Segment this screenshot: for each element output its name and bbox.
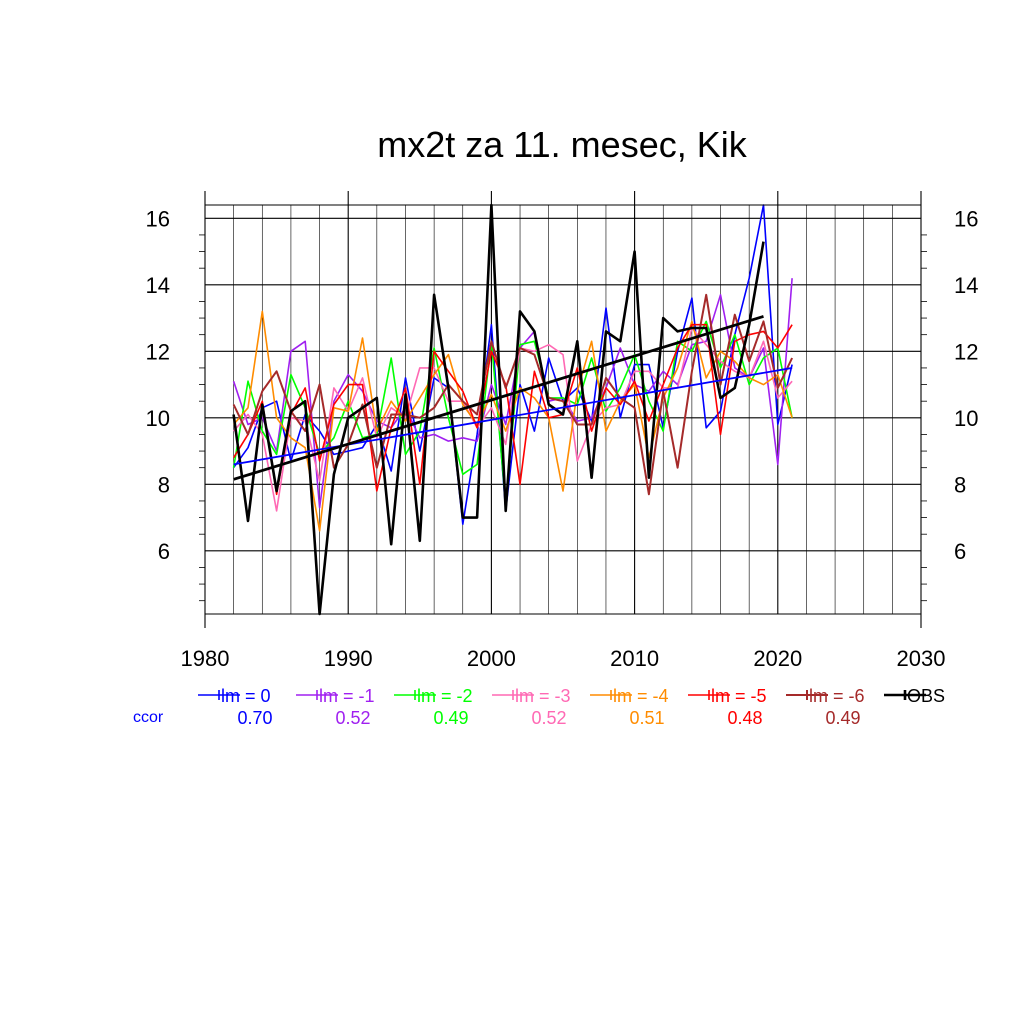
y-tick-label-left: 8 [158,472,170,497]
trend-line-obs [233,315,764,481]
ccor-value-lm-4: 0.51 [629,708,664,728]
x-tick-label: 2020 [753,646,802,671]
chart-title: mx2t za 11. mesec, Kik [377,124,747,165]
x-tick-label: 2030 [897,646,946,671]
y-tick-label-left: 16 [146,206,170,231]
series-lines [232,203,794,616]
y-tick-label-right: 14 [954,273,978,298]
y-tick-label-right: 12 [954,339,978,364]
x-tick-label: 1980 [181,646,230,671]
series-line-lm-6 [232,293,794,496]
legend-label-obs: OBS [907,686,945,706]
axes: 6 6 8 8 10 10 12 12 14 14 16 16 1980 1990 2000 2010 2020… [146,191,978,671]
ccor-label: ccor [133,709,164,726]
y-tick-label-left: 6 [158,539,170,564]
y-tick-label-left: 10 [146,406,170,431]
ccor-value-lm-1: 0.52 [335,708,370,728]
y-tick-label-right: 6 [954,539,966,564]
ccor-value-lm-5: 0.48 [727,708,762,728]
series-line-obs [232,203,765,616]
ccor-value-lm-6: 0.49 [825,708,860,728]
legend-label-lm-4: lm = -4 [613,686,669,706]
x-tick-label: 1990 [324,646,373,671]
legend-label-lm-3: lm = -3 [515,686,571,706]
y-tick-label-left: 14 [146,273,170,298]
legend-label-lm-6: lm = -6 [809,686,865,706]
ccor-value-lm-0: 0.70 [237,708,272,728]
ccor-value-lm-2: 0.49 [433,708,468,728]
series-line-lm-0 [232,204,793,526]
legend-label-lm-5: lm = -5 [711,686,767,706]
x-tick-label: 2000 [467,646,516,671]
legend-label-lm-2: lm = -2 [417,686,473,706]
legend-label-lm-1: lm = -1 [319,686,375,706]
trend-line-lm-0 [233,367,793,466]
y-tick-label-right: 8 [954,472,966,497]
ccor-value-lm-3: 0.52 [531,708,566,728]
series-line-lm-1 [232,278,793,509]
series-line-lm-5 [232,323,793,496]
y-tick-label-left: 12 [146,339,170,364]
legend-label-lm-0: lm = 0 [221,686,271,706]
y-tick-label-right: 10 [954,406,978,431]
x-tick-label: 2010 [610,646,659,671]
y-tick-label-right: 16 [954,206,978,231]
